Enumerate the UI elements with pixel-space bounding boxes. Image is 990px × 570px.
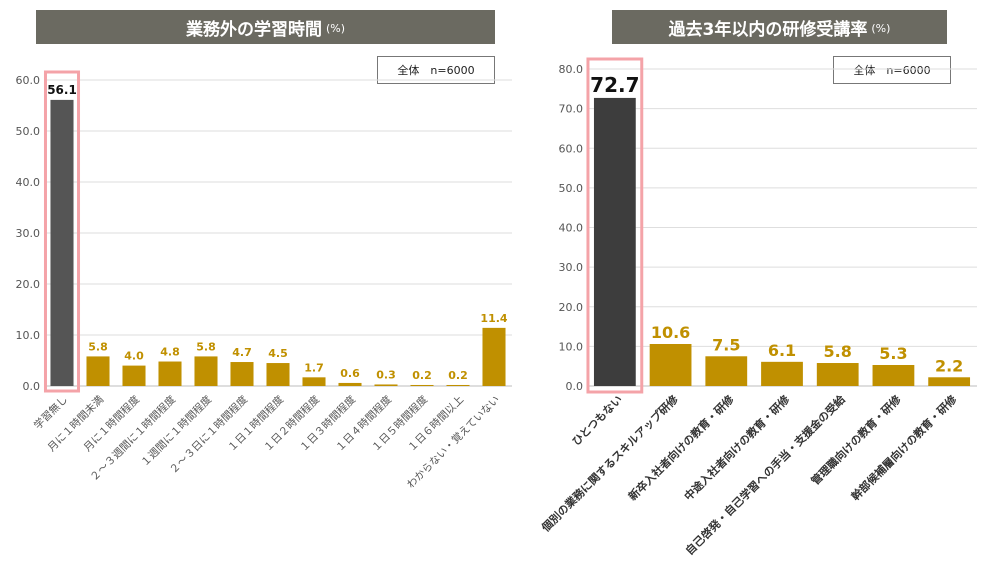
data-label: 4.5 bbox=[268, 347, 288, 360]
y-tick-label: 30.0 bbox=[559, 261, 584, 274]
chart-title: 過去3年以内の研修受講率 bbox=[668, 19, 868, 40]
x-tick-label: ひとつもない bbox=[570, 393, 625, 448]
bar bbox=[928, 377, 971, 386]
bar bbox=[816, 363, 859, 386]
bar bbox=[872, 364, 915, 386]
data-label: 0.6 bbox=[340, 367, 360, 380]
data-label: 1.7 bbox=[304, 361, 324, 374]
x-tick-label: １週間に１時間程度 bbox=[138, 393, 214, 469]
bar bbox=[446, 384, 470, 386]
x-tick-label: 幹部候補層向けの教育・研修 bbox=[848, 392, 960, 504]
legend-box: 全体 n=6000 bbox=[377, 56, 495, 84]
bar bbox=[761, 361, 803, 386]
bar bbox=[302, 377, 326, 386]
legend-box: 全体 n=6000 bbox=[833, 56, 951, 84]
y-tick-label: 10.0 bbox=[16, 329, 41, 342]
y-tick-label: 80.0 bbox=[559, 63, 584, 76]
data-label: 5.3 bbox=[879, 344, 907, 363]
data-label: 5.8 bbox=[88, 340, 108, 353]
bar bbox=[482, 327, 506, 386]
chart-title: 業務外の学習時間 bbox=[185, 19, 322, 40]
data-label: 0.3 bbox=[376, 368, 396, 381]
bar bbox=[266, 363, 290, 386]
data-label: 4.8 bbox=[160, 346, 180, 359]
chart-title-bar: 過去3年以内の研修受講率 (%) bbox=[612, 10, 947, 44]
y-tick-label: 20.0 bbox=[16, 278, 41, 291]
bar bbox=[338, 382, 362, 386]
chart-panel-study-time: 業務外の学習時間 (%) 全体 n=6000 0.0 10.0 20.0 30.0 40… bbox=[16, 10, 512, 491]
bar-chart-training-rate: 0.0 10.0 20.0 30.0 40.0 50.0 60.0 70.0 80.0 72.7 ひ… bbox=[538, 57, 977, 558]
data-label: 10.6 bbox=[651, 323, 690, 342]
y-tick-label: 40.0 bbox=[559, 222, 584, 235]
highlight-frame bbox=[586, 57, 644, 394]
bar-chart-study-time: 0.010.020.030.040.050.060.056.1学習無し5.8月に… bbox=[16, 70, 512, 491]
y-tick-label: 50.0 bbox=[16, 125, 41, 138]
chart-panel-training-rate: 過去3年以内の研修受講率 (%) 全体 n=6000 0.0 10.0 20.0 30… bbox=[515, 0, 990, 570]
y-tick-label: 40.0 bbox=[16, 176, 41, 189]
y-tick-label: 30.0 bbox=[16, 227, 41, 240]
bar bbox=[410, 384, 434, 386]
bar bbox=[158, 361, 182, 386]
y-tick-label: 60.0 bbox=[559, 142, 584, 155]
data-label: 56.1 bbox=[47, 83, 77, 97]
highlight-frame bbox=[43, 70, 81, 393]
y-tick-label: 70.0 bbox=[559, 103, 584, 116]
y-tick-label: 50.0 bbox=[559, 182, 584, 195]
data-label: 4.0 bbox=[124, 350, 144, 363]
bar bbox=[194, 356, 218, 386]
data-label: 5.8 bbox=[824, 342, 852, 361]
bar bbox=[86, 356, 110, 386]
bar bbox=[593, 97, 636, 387]
bar bbox=[649, 343, 692, 386]
bar bbox=[230, 362, 254, 386]
bar bbox=[374, 384, 398, 386]
y-tick-label: 20.0 bbox=[559, 301, 584, 314]
chart-title-unit: (%) bbox=[871, 22, 891, 35]
x-tick-label: 新卒入社者向けの教育・研修 bbox=[625, 392, 737, 504]
y-tick-label: 60.0 bbox=[16, 74, 41, 87]
data-label: 72.7 bbox=[590, 73, 639, 97]
chart-title-bar: 業務外の学習時間 (%) bbox=[36, 10, 495, 44]
y-tick-label: 0.0 bbox=[23, 380, 41, 393]
y-tick-label: 10.0 bbox=[559, 340, 584, 353]
bar bbox=[122, 365, 146, 386]
chart-title-unit: (%) bbox=[325, 22, 346, 35]
data-label: 11.4 bbox=[480, 312, 507, 325]
data-label: 6.1 bbox=[768, 341, 796, 360]
data-label: 0.2 bbox=[412, 369, 432, 382]
data-label: 4.7 bbox=[232, 346, 252, 359]
data-label: 7.5 bbox=[712, 335, 740, 354]
data-label: 2.2 bbox=[935, 356, 963, 375]
data-label: 0.2 bbox=[448, 369, 468, 382]
y-tick-label: 0.0 bbox=[566, 380, 584, 393]
x-tick-label: 管理職向けの教育・研修 bbox=[808, 392, 904, 488]
data-label: 5.8 bbox=[196, 340, 216, 353]
bar bbox=[705, 356, 748, 386]
bar bbox=[50, 99, 74, 386]
x-tick-label: 中途入社者向けの教育・研修 bbox=[681, 392, 793, 504]
